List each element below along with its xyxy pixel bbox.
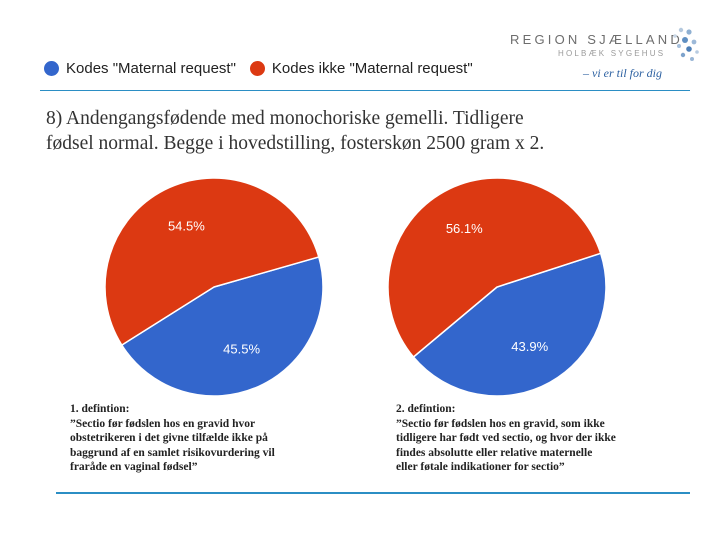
pie-2-label-1: 43.9% (511, 339, 548, 354)
definition-1-heading: 1. defintion: (70, 403, 130, 415)
pie-2-label-2: 56.1% (446, 221, 483, 236)
footer-divider (56, 492, 690, 494)
definition-1-line-3: baggrund af en samlet risikovurdering vi… (70, 446, 275, 459)
pie-charts: 45.5% 54.5% 43.9% 56.1% (104, 177, 607, 397)
logo-subtitle: HOLBÆK SYGEHUS (558, 49, 666, 58)
definition-1-line-1: ”Sectio før fødslen hos en gravid hvor (70, 417, 256, 430)
legend-label-maternal-request: Kodes "Maternal request" (66, 60, 236, 77)
definition-1: 1. defintion: ”Sectio før fødslen hos en… (70, 402, 275, 475)
pie-1-slice-2 (104, 177, 320, 347)
legend-swatch-red (249, 61, 265, 76)
legend-label-not-maternal-request: Kodes ikke "Maternal request" (271, 60, 473, 77)
logo-name: REGION SJÆLLAND (510, 32, 683, 47)
legend-item-not-maternal-request: Kodes ikke "Maternal request" (249, 60, 473, 77)
legend-swatch-blue (44, 61, 59, 76)
legend-item-maternal-request: Kodes "Maternal request" (44, 60, 236, 77)
definition-1-line-4: fraråde en vaginal fødsel” (70, 461, 198, 473)
region-sjaelland-logo: REGION SJÆLLAND HOLBÆK SYGEHUS – vi er t… (505, 22, 705, 92)
definition-1-line-2: obstetrikeren i det givne tilfælde ikke … (70, 432, 268, 444)
pie-2-slice-2 (387, 177, 602, 359)
pie-1-slice-1 (120, 256, 324, 397)
definition-2-line-1: ”Sectio før fødslen hos en gravid, som i… (396, 417, 605, 430)
pie-1-label-2: 54.5% (168, 218, 205, 233)
logo-dots-icon (673, 27, 699, 61)
case-title: 8) Andengangsfødende med monochoriske ge… (46, 106, 686, 156)
definition-2-line-3: findes absolutte eller relative maternel… (396, 446, 593, 459)
definition-2-line-2: tidligere har født ved sectio, og hvor d… (396, 432, 616, 444)
logo-slogan: – vi er til for dig (583, 66, 662, 80)
definition-2: 2. defintion: ”Sectio før fødslen hos en… (396, 402, 616, 475)
pie-1-label-1: 45.5% (223, 342, 260, 357)
pie-2-slice-1 (412, 252, 607, 397)
definition-2-line-4: eller føtale indikationer for sectio” (396, 461, 565, 473)
chart-legend: Kodes "Maternal request" Kodes ikke "Mat… (44, 60, 487, 77)
case-title-line-2: fødsel normal. Begge i hovedstilling, fo… (46, 133, 545, 154)
case-title-line-1: 8) Andengangsfødende med monochoriske ge… (46, 108, 524, 129)
definition-2-heading: 2. defintion: (396, 403, 456, 415)
header-divider (40, 90, 690, 91)
